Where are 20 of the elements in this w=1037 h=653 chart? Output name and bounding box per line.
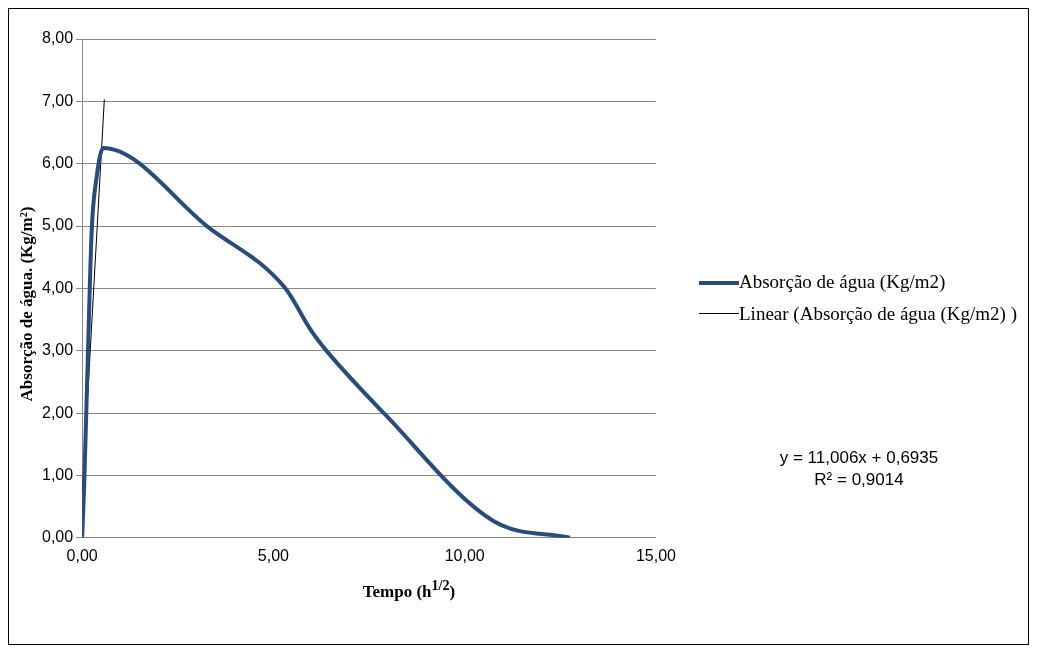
- y-tick-label: 5,00: [42, 216, 74, 234]
- y-tick-label: 0,00: [42, 528, 74, 546]
- legend-label: Linear (Absorção de água (Kg/m2) ): [739, 302, 1018, 326]
- text: R² = 0,9014: [813, 469, 905, 491]
- x-tick-label: 0,00: [66, 546, 98, 564]
- y-tick-label: 1,00: [42, 465, 74, 483]
- x-tick-label: 10,00: [444, 546, 485, 564]
- y-tick-label: 3,00: [42, 341, 74, 359]
- y-tick-label: 4,00: [42, 278, 74, 296]
- line-series: [82, 146, 572, 538]
- y-tick-label: 7,00: [42, 91, 74, 109]
- y-axis-title: Absorção de água. (Kg/m²): [17, 206, 37, 402]
- x-tick-label: 5,00: [257, 546, 290, 564]
- legend-label: Absorção de água (Kg/m2): [739, 270, 946, 294]
- y-tick-label: 6,00: [42, 154, 74, 172]
- y-tick-label: 2,00: [42, 403, 74, 421]
- text: y = 11,006x + 0,6935: [778, 447, 940, 469]
- x-tick-label: 15,00: [635, 546, 677, 564]
- x-axis-title: Tempo (h$^{1/2}$): [361, 577, 457, 602]
- y-tick-label: 8,00: [42, 29, 74, 47]
